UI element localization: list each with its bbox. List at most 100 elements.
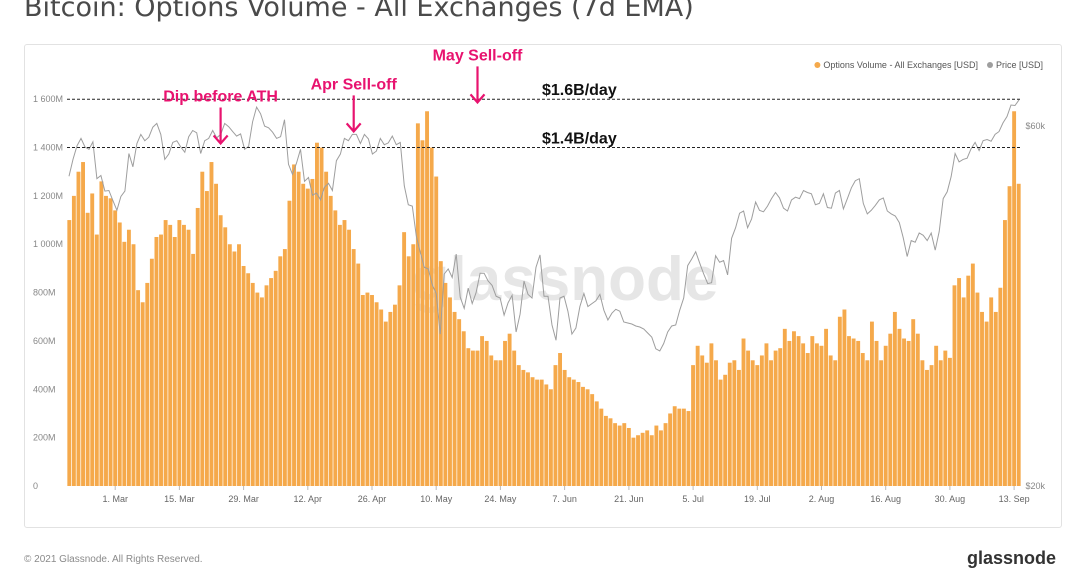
volume-bar <box>104 195 108 486</box>
volume-bar <box>287 200 292 486</box>
y-left-tick-label: 800M <box>33 288 56 298</box>
volume-bar <box>718 379 723 486</box>
volume-bar <box>154 236 159 486</box>
volume-bar <box>700 355 705 486</box>
reference-line-label: $1.4B/day <box>542 131 617 148</box>
legend[interactable]: Price [USD] Options Volume - All Exchange… <box>814 60 1043 70</box>
volume-bar <box>99 181 104 486</box>
volume-bar <box>989 297 994 486</box>
volume-bar <box>553 365 558 486</box>
volume-bar <box>191 253 196 486</box>
volume-bar <box>397 285 402 486</box>
volume-bar <box>883 345 888 486</box>
x-tick-label: 19. Jul <box>744 494 771 504</box>
y-left-tick-label: 1 400M <box>33 143 63 153</box>
volume-bar <box>172 236 177 486</box>
volume-bar <box>833 360 838 486</box>
volume-bar <box>856 340 861 486</box>
volume-bar <box>581 386 585 486</box>
volume-bar <box>993 311 998 486</box>
volume-bar <box>195 207 200 486</box>
volume-bar <box>388 311 393 486</box>
volume-bar <box>590 394 595 486</box>
volume-bar <box>159 234 163 486</box>
volume-bar <box>782 328 787 486</box>
legend-swatch <box>814 62 821 68</box>
volume-bar <box>434 176 439 487</box>
volume-bar <box>480 336 485 486</box>
volume-bar <box>842 309 847 486</box>
reference-line-label: $1.6B/day <box>542 82 617 99</box>
volume-bar <box>562 369 567 486</box>
volume-bar <box>723 374 728 486</box>
volume-bar <box>957 278 962 486</box>
volume-bar <box>943 350 948 486</box>
volume-bar <box>71 195 76 486</box>
volume-bar <box>613 423 618 486</box>
annotation-arrowhead <box>212 134 229 146</box>
volume-bar <box>278 256 283 486</box>
volume-bar <box>498 360 503 486</box>
volume-bar <box>819 345 824 486</box>
volume-bar <box>333 210 338 486</box>
volume-bar <box>938 360 943 486</box>
volume-bar <box>200 171 205 486</box>
volume-bar <box>814 343 819 486</box>
volume-bar <box>874 340 879 486</box>
volume-bar <box>259 297 264 486</box>
volume-bar <box>126 229 131 487</box>
volume-bar <box>516 365 521 486</box>
volume-bar <box>186 229 191 487</box>
volume-bar <box>76 171 81 486</box>
volume-bar <box>736 369 741 486</box>
volume-bar <box>544 384 549 486</box>
volume-bar <box>182 224 186 486</box>
volume-bar <box>558 353 562 486</box>
volume-bar <box>1012 111 1017 486</box>
chart-svg: glassnode $1.6B/day $1.4B/day 0 200M 400M 60… <box>33 47 1045 504</box>
watermark: glassnode <box>412 245 719 314</box>
volume-bar <box>654 425 659 486</box>
volume-bar <box>530 377 535 486</box>
volume-bar <box>90 193 95 486</box>
volume-bar <box>342 220 347 486</box>
legend-item-label: Options Volume - All Exchanges [USD] <box>823 60 978 70</box>
x-tick-label: 7. Jun <box>552 494 577 504</box>
bars-layer <box>67 111 1021 487</box>
x-tick-label: 13. Sep <box>999 494 1030 504</box>
volume-bar <box>411 244 416 486</box>
volume-bar <box>769 360 773 486</box>
volume-bar <box>617 425 622 486</box>
x-tick-label: 12. Apr <box>294 494 323 504</box>
x-tick-label: 26. Apr <box>358 494 387 504</box>
volume-bar <box>374 302 379 486</box>
volume-bar <box>466 348 471 486</box>
volume-bar <box>759 355 764 486</box>
volume-bar <box>163 220 168 486</box>
volume-bar <box>599 408 604 486</box>
volume-bar <box>503 340 507 486</box>
volume-bar <box>663 423 668 486</box>
volume-bar <box>548 389 553 486</box>
volume-bar <box>452 311 457 486</box>
volume-bar <box>585 389 590 486</box>
volume-bar <box>750 360 755 486</box>
volume-bar <box>897 328 902 486</box>
volume-bar <box>677 408 682 486</box>
volume-bar <box>709 343 714 486</box>
volume-bar <box>420 140 425 486</box>
volume-bar <box>1007 186 1012 486</box>
volume-bar <box>351 249 356 486</box>
volume-bar <box>237 244 241 486</box>
volume-bar <box>484 340 489 486</box>
volume-bar <box>732 360 737 486</box>
y-right-tick-label: $60k <box>1025 121 1045 131</box>
y-left-tick-label: 1 000M <box>33 239 63 249</box>
volume-bar <box>392 304 397 486</box>
x-tick-label: 29. Mar <box>228 494 259 504</box>
volume-bar <box>695 345 700 486</box>
volume-bar <box>571 379 576 486</box>
volume-bar <box>576 382 581 486</box>
footer-copyright: © 2021 Glassnode. All Rights Reserved. <box>24 554 203 565</box>
volume-bar <box>929 365 934 486</box>
